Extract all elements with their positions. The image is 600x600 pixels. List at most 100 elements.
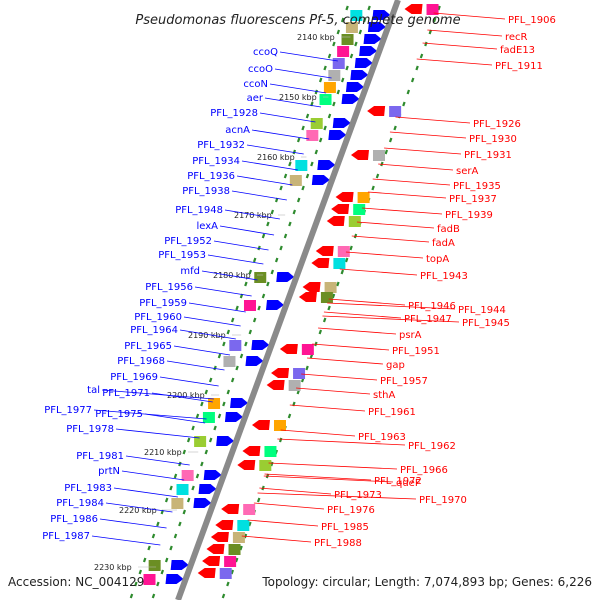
gene-category-box xyxy=(176,484,189,495)
scale-label: 2230 kbp xyxy=(94,563,132,572)
tick-track-right xyxy=(388,137,393,143)
tick-track-right xyxy=(344,257,349,263)
gene-label: PFL_1988 xyxy=(314,538,362,549)
tick-track-left-outer xyxy=(182,449,187,455)
gene-label: PFL_1968 xyxy=(117,356,165,367)
gene-label: PFL_1966 xyxy=(400,465,448,476)
forward-gene-arrow xyxy=(363,34,382,44)
gene-label: PFL_1956 xyxy=(145,282,193,293)
gene-label: tal xyxy=(87,385,100,396)
label-leader xyxy=(301,373,378,381)
label-leader xyxy=(251,129,310,140)
tick-track-left-outer xyxy=(129,593,134,599)
gene-label: PFL_1945 xyxy=(462,318,510,329)
tick-track-left-outer xyxy=(151,533,156,539)
gene-label: PFL_1965 xyxy=(124,341,172,352)
tick-track-left-inner xyxy=(239,353,244,359)
gene-label: PFL_1957 xyxy=(380,376,428,387)
gene-category-box xyxy=(295,160,308,171)
gene-label: PFL_1931 xyxy=(464,150,512,161)
label-leader xyxy=(179,329,236,340)
tick-track-left-inner xyxy=(327,113,332,119)
label-leader xyxy=(257,492,417,500)
reverse-gene-arrow xyxy=(298,292,317,302)
reverse-gene-arrow xyxy=(315,246,334,256)
forward-gene-arrow xyxy=(230,398,249,408)
forward-gene-arrow xyxy=(165,574,184,584)
label-leader xyxy=(259,487,332,495)
right-gene-labels: PFL_1906 recR fadE13 PFL_1911 PFL_1926 PFL_19… xyxy=(241,12,556,549)
label-leader xyxy=(378,163,454,171)
tick-track-left-outer xyxy=(200,401,204,407)
gene-category-box xyxy=(148,560,161,571)
tick-track-left-inner xyxy=(314,149,319,155)
label-leader xyxy=(173,345,231,356)
scale-label: 2200 kbp xyxy=(167,391,205,400)
gene-label: sthA xyxy=(373,390,395,401)
label-leader xyxy=(207,254,264,265)
scale-label: 2140 kbp xyxy=(297,33,335,42)
reverse-gene-arrow xyxy=(367,106,386,116)
tick-track-left-outer xyxy=(248,269,253,275)
tick-track-left-inner xyxy=(178,521,182,527)
gene-label: fadB xyxy=(437,224,460,235)
tick-track-left-outer xyxy=(332,41,336,47)
label-leader xyxy=(345,251,424,259)
gene-category-box xyxy=(143,574,156,585)
tick-track-left-inner xyxy=(230,377,235,383)
label-leader xyxy=(384,147,462,155)
tick-track-left-outer xyxy=(173,473,178,479)
reverse-gene-arrow xyxy=(206,544,225,554)
scale-label: 2190 kbp xyxy=(188,331,226,340)
tick-track-left-inner xyxy=(270,269,275,275)
gene-label: acnA xyxy=(225,125,250,136)
gene-label: PFL_1983 xyxy=(64,483,112,494)
tick-track-left-inner xyxy=(204,449,209,455)
forward-gene-arrow xyxy=(341,94,360,104)
tick-track-right xyxy=(393,125,397,131)
tick-track-right xyxy=(419,53,424,59)
scale-label: 2210 kbp xyxy=(144,448,182,457)
label-leader xyxy=(327,302,456,310)
tick-track-left-outer xyxy=(164,497,169,503)
tick-track-left-outer xyxy=(301,125,305,131)
tick-track-left-inner xyxy=(310,161,314,167)
label-leader xyxy=(312,343,390,351)
tick-track-right xyxy=(256,497,261,503)
gene-category-box xyxy=(202,412,215,423)
label-leader xyxy=(280,429,356,437)
gene-category-box xyxy=(348,216,361,227)
tick-track-left-outer xyxy=(169,485,173,491)
reverse-gene-arrow xyxy=(242,446,261,456)
label-leader xyxy=(372,178,451,186)
gene-label: PFL_1934 xyxy=(192,156,240,167)
forward-gene-arrow xyxy=(328,130,347,140)
reverse-gene-arrow xyxy=(279,344,298,354)
gene-label: aer xyxy=(247,93,264,104)
map-title: Pseudomonas fluorescens Pf-5, complete g… xyxy=(135,13,460,28)
tick-track-right xyxy=(340,269,345,275)
label-leader xyxy=(389,131,467,139)
tick-track-left-inner xyxy=(257,305,261,311)
label-leader xyxy=(241,535,312,543)
reverse-gene-arrow xyxy=(326,216,345,226)
gene-category-box xyxy=(426,4,439,15)
gene-label: PFL_1906 xyxy=(508,15,556,26)
reverse-gene-arrow xyxy=(210,532,229,542)
label-leader xyxy=(323,311,402,319)
gene-label: PFL_1987 xyxy=(42,531,90,542)
tick-track-left-inner xyxy=(340,77,345,83)
gene-category-box xyxy=(237,520,250,531)
gene-label: queF xyxy=(396,478,421,489)
reverse-gene-arrow xyxy=(197,568,216,578)
label-leader xyxy=(113,487,179,498)
tick-track-left-outer xyxy=(266,221,270,227)
gene-label: PFL_1962 xyxy=(408,441,456,452)
label-leader xyxy=(264,97,322,108)
label-leader xyxy=(105,502,173,513)
tick-track-right xyxy=(437,5,441,11)
label-leader xyxy=(241,160,298,171)
label-leader xyxy=(125,455,190,466)
tick-track-left-inner xyxy=(156,581,160,587)
scale-label: 2160 kbp xyxy=(257,153,295,162)
